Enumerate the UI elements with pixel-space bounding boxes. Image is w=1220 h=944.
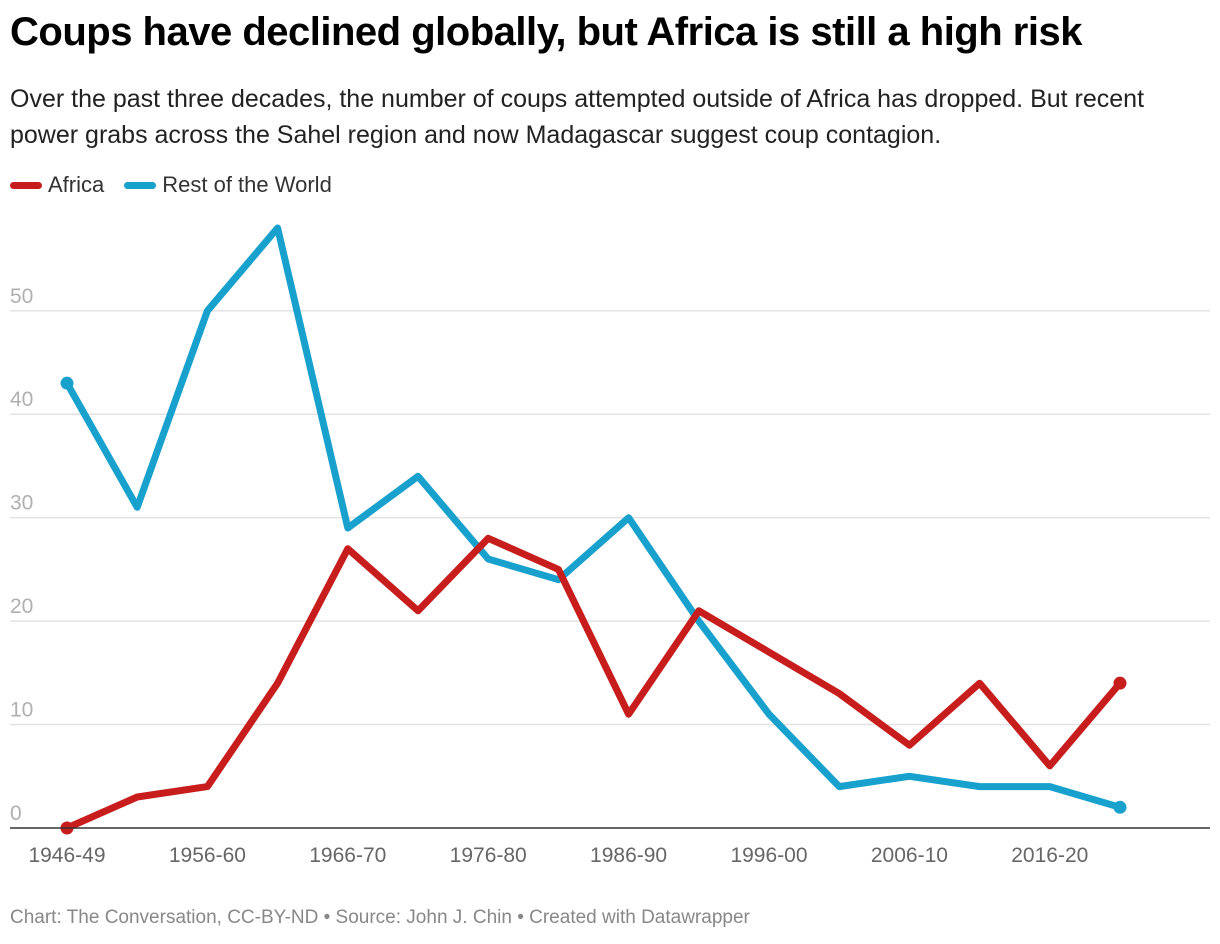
- legend: Africa Rest of the World: [10, 172, 352, 198]
- series-line-rest-of-the-world: [63, 224, 1124, 811]
- y-tick-label-20: 20: [10, 595, 33, 618]
- legend-swatch-africa: [10, 181, 42, 189]
- grid-lines: [10, 310, 1210, 726]
- y-tick-label-30: 30: [10, 492, 33, 515]
- x-tick-label-1966-70: 1966-70: [309, 844, 386, 867]
- point-africa-2021-25: [1113, 676, 1127, 690]
- x-tick-label-1986-90: 1986-90: [590, 844, 667, 867]
- legend-label-africa: Africa: [48, 172, 105, 197]
- x-tick-label-1946-49: 1946-49: [28, 844, 105, 867]
- chart-title: Coups have declined globally, but Africa…: [10, 10, 1082, 54]
- x-tick-label-1976-80: 1976-80: [450, 844, 527, 867]
- y-tick-label-50: 50: [10, 285, 33, 308]
- legend-label-rest-of-world: Rest of the World: [162, 172, 332, 197]
- x-tick-label-2016-20: 2016-20: [1011, 844, 1088, 867]
- x-axis-ticks: 1946-49 1956-60 1966-70 1976-80 1986-90 1996-…: [28, 844, 1088, 867]
- chart-footer: Chart: The Conversation, CC-BY-ND • Sour…: [10, 907, 750, 928]
- series-rest-of-the-world: [60, 224, 1127, 814]
- point-rest-of-the-world-2021-25: [1113, 800, 1127, 814]
- y-tick-label-0: 0: [10, 802, 22, 825]
- series-line-africa: [63, 534, 1124, 832]
- legend-swatch-rest-of-world: [124, 181, 157, 189]
- series-lines: [60, 224, 1127, 835]
- y-tick-label-10: 10: [10, 699, 33, 722]
- point-rest-of-the-world-1946-49: [60, 376, 74, 390]
- y-axis-ticks: 0 10 20 30 40 50: [10, 285, 33, 825]
- legend-item-africa: Africa: [10, 172, 104, 198]
- x-tick-label-1996-00: 1996-00: [730, 844, 807, 867]
- x-tick-label-1956-60: 1956-60: [169, 844, 246, 867]
- chart-subtitle: Over the past three decades, the number …: [10, 85, 1145, 149]
- y-tick-label-40: 40: [10, 388, 33, 411]
- series-africa: [60, 534, 1127, 835]
- x-tick-label-2006-10: 2006-10: [871, 844, 948, 867]
- legend-item-rest-of-world: Rest of the World: [124, 172, 332, 198]
